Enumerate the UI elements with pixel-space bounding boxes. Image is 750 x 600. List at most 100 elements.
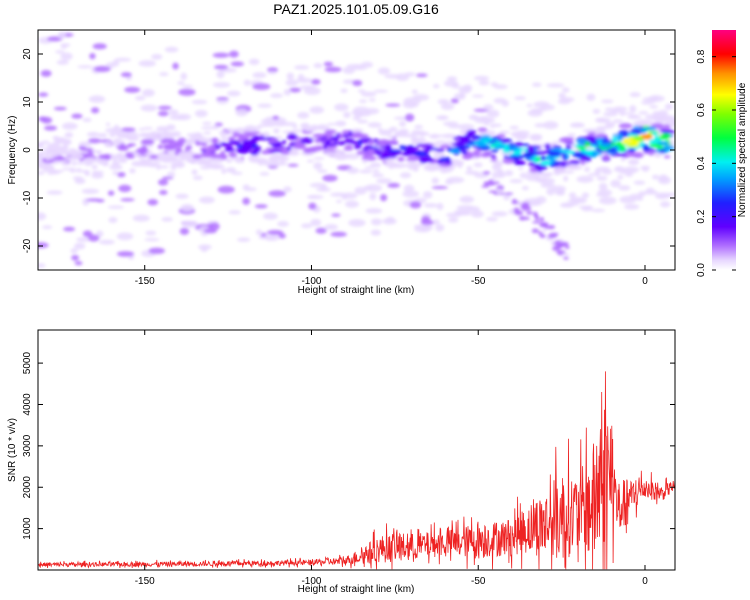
heatmap-cell [258, 161, 264, 166]
heatmap-cell [68, 148, 77, 154]
heatmap-cell [429, 147, 439, 151]
heatmap-cell [138, 127, 146, 131]
heatmap-cell [220, 134, 227, 138]
heatmap-cell [98, 239, 115, 245]
heatmap-cell [542, 156, 555, 160]
heatmap-cell [316, 187, 332, 192]
heatmap-cell [158, 165, 170, 169]
heatmap-cell [598, 182, 608, 191]
heatmap-cell [584, 205, 592, 210]
heatmap-cell [432, 83, 440, 89]
heatmap-cell [180, 72, 188, 81]
heatmap-cell [638, 111, 649, 115]
heatmap-cell [229, 50, 239, 58]
heatmap-cell [116, 251, 135, 257]
heatmap-cell [267, 71, 277, 75]
heatmap-cell [532, 220, 542, 224]
heatmap-cell [309, 106, 325, 114]
heatmap-cell [244, 127, 257, 132]
heatmap-cell [519, 172, 527, 179]
heatmap-cell [552, 140, 562, 144]
heatmap-cell [540, 183, 556, 188]
heatmap-cell [142, 163, 157, 167]
heatmap-cell [112, 162, 120, 166]
heatmap-cell [149, 154, 159, 159]
heatmap-cell [225, 167, 237, 173]
heatmap-cell [353, 144, 362, 150]
heatmap-cell [369, 146, 379, 150]
heatmap-cell [598, 196, 617, 205]
heatmap-cell [237, 237, 251, 242]
heatmap-cell [454, 209, 471, 216]
heatmap-cell [145, 230, 157, 236]
heatmap-cell [629, 105, 637, 114]
heatmap-cell [147, 199, 159, 206]
heatmap-cell [250, 150, 259, 156]
heatmap-cell [385, 143, 392, 150]
heatmap-cell [512, 198, 517, 203]
heatmap-cell [364, 166, 374, 169]
heatmap-cell [497, 168, 504, 177]
heatmap-cell [553, 168, 566, 175]
heatmap-cell [664, 103, 673, 110]
heatmap-cell [584, 128, 600, 134]
heatmap-cell [414, 151, 428, 157]
heatmap-cell [181, 221, 198, 228]
heatmap-cell [342, 66, 355, 75]
heatmap-cell [335, 120, 347, 127]
heatmap-cell [493, 84, 508, 90]
heatmap-cell [411, 130, 421, 134]
heatmap-cell [82, 117, 92, 122]
heatmap-cell [388, 152, 398, 159]
heatmap-cell [657, 109, 669, 117]
heatmap-cell [38, 151, 48, 156]
heatmap-cell [177, 81, 185, 86]
heatmap-cell [546, 83, 565, 88]
heatmap-cell [301, 223, 313, 229]
heatmap-cell [519, 215, 526, 221]
heatmap-cell [370, 218, 383, 226]
heatmap-cell [538, 233, 544, 236]
heatmap-cell [69, 167, 76, 173]
heatmap-cell [440, 102, 455, 111]
heatmap-cell [264, 234, 280, 241]
heatmap-cell [376, 178, 392, 184]
heatmap-cell [587, 173, 601, 177]
heatmap-cell [498, 130, 510, 134]
heatmap-cell [365, 208, 383, 214]
heatmap-cell [200, 126, 215, 130]
heatmap-cell [569, 123, 585, 128]
heatmap-cell [458, 139, 466, 143]
heatmap-cell [127, 143, 134, 147]
heatmap-cell [310, 218, 322, 227]
heatmap-cell [265, 122, 276, 127]
heatmap-cell [377, 67, 391, 75]
heatmap-cell [502, 158, 515, 164]
heatmap-cell [283, 186, 292, 193]
heatmap-cell [329, 140, 336, 144]
heatmap-cell [150, 161, 161, 165]
heatmap-cell [150, 137, 165, 141]
heatmap-cell [635, 119, 654, 126]
heatmap-cell [557, 188, 565, 196]
heatmap-cell [600, 142, 612, 148]
heatmap-cell [464, 170, 479, 175]
heatmap-cell [402, 190, 420, 198]
heatmap-cell [334, 103, 349, 112]
x-tick-label: -100 [301, 576, 321, 587]
heatmap-cell [161, 217, 173, 222]
heatmap-cell [595, 117, 606, 123]
heatmap-cell [313, 162, 323, 170]
y-tick-label: -20 [22, 238, 33, 253]
heatmap-cell [481, 185, 490, 188]
heatmap-cell [645, 126, 657, 131]
heatmap-cell [194, 134, 200, 141]
heatmap-cell [649, 105, 659, 109]
heatmap-cell [109, 164, 123, 170]
heatmap-cell [357, 119, 369, 124]
heatmap-cell [563, 170, 575, 174]
heatmap-cell [56, 59, 69, 65]
colorbar-tick-label: 0.8 [696, 49, 707, 63]
heatmap-cell [652, 174, 659, 180]
colorbar-tick-label: 0.2 [696, 209, 707, 223]
